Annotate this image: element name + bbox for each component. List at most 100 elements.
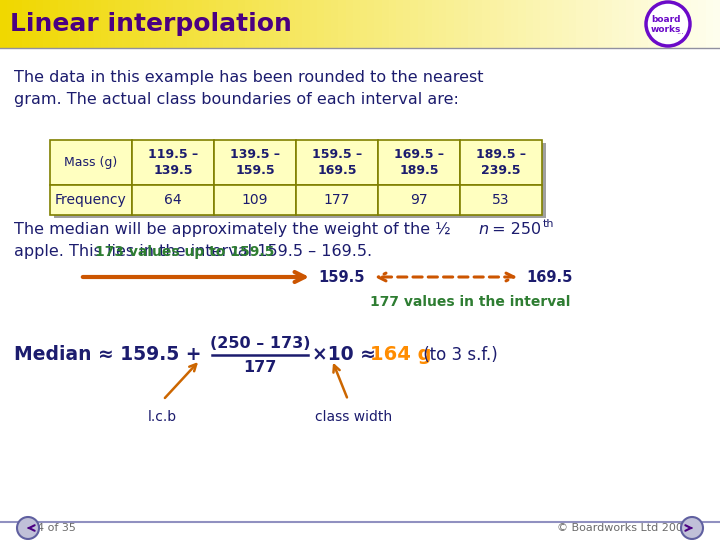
Bar xyxy=(533,0,541,48)
Text: Frequency: Frequency xyxy=(55,193,127,207)
Text: 177 values in the interval: 177 values in the interval xyxy=(370,295,570,309)
Bar xyxy=(22,0,30,48)
Text: 119.5 –
139.5: 119.5 – 139.5 xyxy=(148,148,198,177)
Bar xyxy=(115,0,123,48)
Bar xyxy=(331,0,339,48)
Bar xyxy=(144,0,152,48)
Text: 97: 97 xyxy=(410,193,428,207)
Bar xyxy=(29,0,37,48)
Bar xyxy=(72,0,80,48)
Bar xyxy=(151,0,159,48)
Text: board: board xyxy=(652,16,680,24)
Bar xyxy=(410,0,418,48)
Bar xyxy=(648,0,656,48)
Bar xyxy=(180,0,188,48)
Text: 164 g: 164 g xyxy=(370,346,431,365)
Bar xyxy=(439,0,447,48)
Bar xyxy=(605,0,613,48)
Bar xyxy=(245,0,253,48)
Text: 177: 177 xyxy=(243,360,276,375)
Bar xyxy=(158,0,166,48)
Bar xyxy=(612,0,620,48)
Text: 189.5 –
239.5: 189.5 – 239.5 xyxy=(476,148,526,177)
Bar xyxy=(50,140,132,185)
Text: n: n xyxy=(478,222,488,237)
Bar xyxy=(295,0,303,48)
Bar xyxy=(460,140,542,185)
Bar xyxy=(446,0,454,48)
Bar xyxy=(132,185,214,215)
Bar xyxy=(554,0,562,48)
Text: (250 – 173): (250 – 173) xyxy=(210,335,310,350)
Bar xyxy=(374,0,382,48)
Bar xyxy=(684,0,692,48)
Bar xyxy=(389,0,397,48)
Bar xyxy=(583,0,591,48)
Bar xyxy=(490,0,498,48)
Text: 109: 109 xyxy=(242,193,269,207)
Bar xyxy=(562,0,570,48)
Bar xyxy=(382,0,390,48)
Bar xyxy=(36,0,44,48)
Bar xyxy=(296,185,378,215)
Bar xyxy=(569,0,577,48)
Bar xyxy=(194,0,202,48)
Bar xyxy=(662,0,670,48)
Text: th: th xyxy=(543,219,554,229)
Bar xyxy=(353,0,361,48)
Text: works: works xyxy=(651,24,681,33)
Bar xyxy=(58,0,66,48)
Bar xyxy=(50,185,132,215)
Bar xyxy=(223,0,231,48)
Bar xyxy=(202,0,210,48)
Bar xyxy=(706,0,714,48)
Bar xyxy=(713,0,720,48)
Bar xyxy=(338,0,346,48)
Bar xyxy=(50,0,58,48)
Circle shape xyxy=(646,2,690,46)
Bar xyxy=(310,0,318,48)
Text: The median will be approximately the weight of the ½: The median will be approximately the wei… xyxy=(14,222,451,237)
Text: 173 values up to 159.5: 173 values up to 159.5 xyxy=(95,245,274,259)
Bar xyxy=(619,0,627,48)
Bar xyxy=(475,0,483,48)
Text: 53: 53 xyxy=(492,193,510,207)
Bar xyxy=(634,0,642,48)
Bar xyxy=(518,0,526,48)
Bar xyxy=(418,0,426,48)
Bar xyxy=(122,0,130,48)
Bar xyxy=(132,140,214,185)
Bar xyxy=(296,140,378,185)
Bar xyxy=(691,0,699,48)
Text: © Boardworks Ltd 2005: © Boardworks Ltd 2005 xyxy=(557,523,690,533)
Bar xyxy=(698,0,706,48)
Bar xyxy=(497,0,505,48)
Text: Mass (g): Mass (g) xyxy=(64,156,117,169)
Bar xyxy=(214,185,296,215)
Bar xyxy=(461,0,469,48)
Text: class width: class width xyxy=(315,410,392,424)
Bar xyxy=(590,0,598,48)
Bar xyxy=(137,0,145,48)
Bar xyxy=(86,0,94,48)
Text: 159.5: 159.5 xyxy=(318,269,364,285)
Text: (to 3 s.f.): (to 3 s.f.) xyxy=(418,346,498,364)
Text: 169.5: 169.5 xyxy=(526,269,572,285)
Bar xyxy=(281,0,289,48)
Bar xyxy=(454,0,462,48)
Bar xyxy=(670,0,678,48)
Bar xyxy=(504,0,512,48)
Bar xyxy=(367,0,375,48)
Bar xyxy=(266,0,274,48)
Bar xyxy=(482,0,490,48)
Text: Linear interpolation: Linear interpolation xyxy=(10,12,292,36)
Bar xyxy=(641,0,649,48)
Bar xyxy=(378,140,460,185)
Bar xyxy=(216,0,224,48)
Bar xyxy=(626,0,634,48)
Bar xyxy=(655,0,663,48)
Bar xyxy=(576,0,584,48)
Bar xyxy=(468,0,476,48)
Bar xyxy=(460,185,542,215)
Bar xyxy=(346,0,354,48)
